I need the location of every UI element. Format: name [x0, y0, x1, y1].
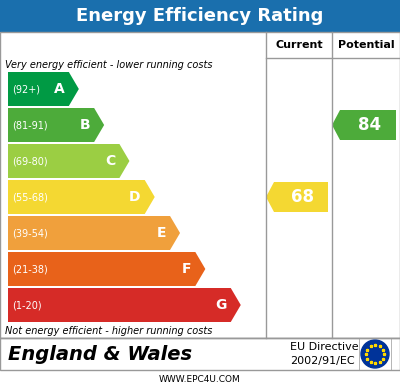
Polygon shape	[8, 108, 104, 142]
Text: EU Directive
2002/91/EC: EU Directive 2002/91/EC	[290, 342, 359, 365]
Text: 68: 68	[292, 188, 314, 206]
Bar	[0, 32, 400, 338]
Polygon shape	[8, 252, 205, 286]
Text: (69-80): (69-80)	[12, 156, 48, 166]
Text: G: G	[215, 298, 227, 312]
Text: D: D	[129, 190, 141, 204]
Text: B: B	[80, 118, 90, 132]
Text: (92+): (92+)	[12, 84, 40, 94]
Text: C: C	[105, 154, 116, 168]
Text: 84: 84	[358, 116, 382, 134]
Text: Very energy efficient - lower running costs: Very energy efficient - lower running co…	[5, 60, 212, 70]
Text: F: F	[182, 262, 191, 276]
Polygon shape	[332, 110, 396, 140]
Text: WWW.EPC4U.COM: WWW.EPC4U.COM	[159, 374, 241, 383]
Text: (81-91): (81-91)	[12, 120, 48, 130]
Polygon shape	[266, 182, 328, 212]
Bar	[0, 338, 400, 370]
Text: (55-68): (55-68)	[12, 192, 48, 202]
Text: Current: Current	[275, 40, 323, 50]
Text: A: A	[54, 82, 65, 96]
Bar	[0, 0, 400, 32]
Polygon shape	[8, 288, 241, 322]
Polygon shape	[8, 144, 130, 178]
Text: Energy Efficiency Rating: Energy Efficiency Rating	[76, 7, 324, 25]
Text: England & Wales: England & Wales	[8, 345, 192, 364]
Text: (39-54): (39-54)	[12, 228, 48, 238]
Text: Potential: Potential	[338, 40, 394, 50]
Text: (1-20): (1-20)	[12, 300, 42, 310]
Bar	[359, 338, 391, 370]
Polygon shape	[8, 72, 79, 106]
Polygon shape	[8, 180, 155, 214]
Text: (21-38): (21-38)	[12, 264, 48, 274]
Polygon shape	[8, 216, 180, 250]
Text: Not energy efficient - higher running costs: Not energy efficient - higher running co…	[5, 326, 212, 336]
Circle shape	[361, 340, 389, 368]
Text: E: E	[156, 226, 166, 240]
